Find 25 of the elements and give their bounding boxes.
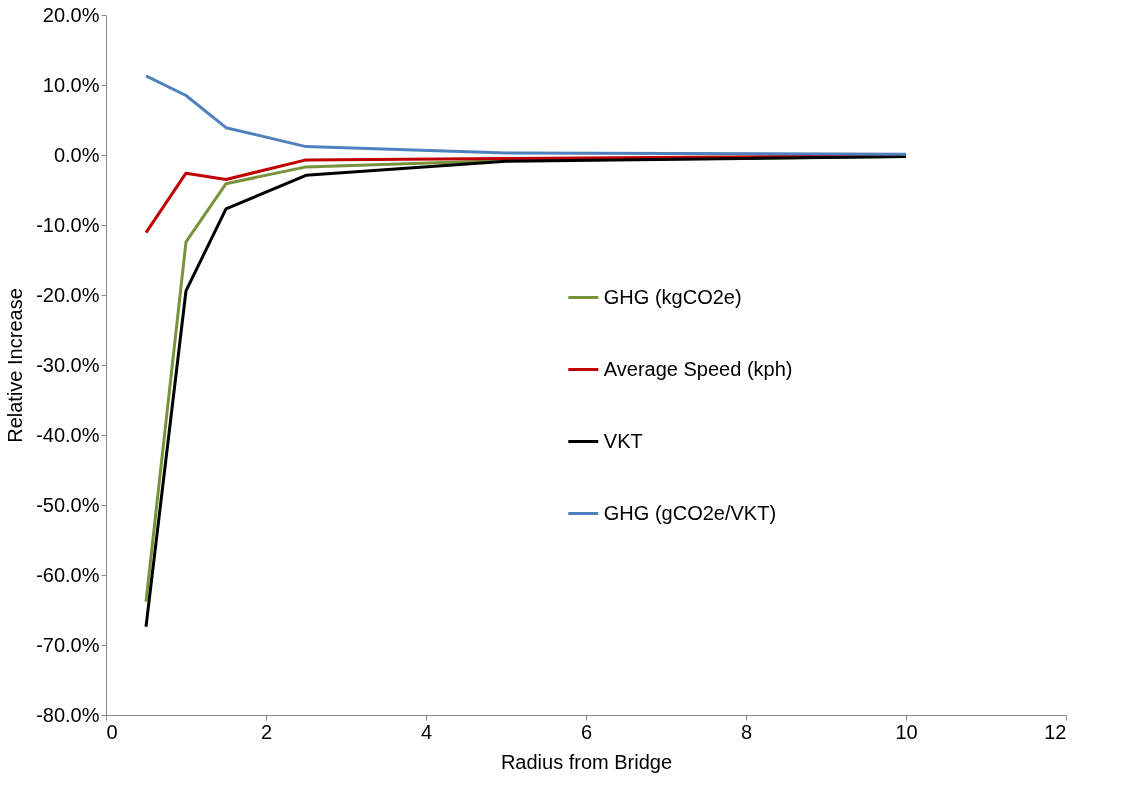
x-tick-label: 2 bbox=[260, 720, 273, 743]
legend-label: Average Speed (kph) bbox=[603, 357, 793, 380]
x-tick-label: 4 bbox=[420, 720, 433, 743]
y-tick-label: 0.0% bbox=[53, 143, 100, 166]
x-tick-label: 0 bbox=[106, 720, 118, 743]
x-axis-title: Radius from Bridge bbox=[500, 750, 673, 773]
x-tick-label: 12 bbox=[1044, 720, 1067, 743]
y-tick-label: -50.0% bbox=[36, 493, 100, 516]
y-tick-label: 20.0% bbox=[42, 3, 100, 26]
legend-label: GHG (gCO2e/VKT) bbox=[603, 501, 777, 524]
line-series bbox=[144, 74, 908, 156]
y-axis-title: Relative Increase bbox=[4, 288, 27, 443]
y-tick-label: -10.0% bbox=[36, 213, 100, 236]
x-tick-label: 6 bbox=[580, 720, 593, 743]
y-tick-label: -80.0% bbox=[36, 703, 100, 726]
legend-label: VKT bbox=[603, 429, 643, 452]
y-tick-label: -60.0% bbox=[36, 563, 100, 586]
y-tick-label: -40.0% bbox=[36, 423, 100, 446]
legend-label: GHG (kgCO2e) bbox=[603, 285, 742, 308]
x-tick-label: 8 bbox=[740, 720, 753, 743]
x-tick-label: 10 bbox=[895, 720, 918, 743]
y-tick-label: 10.0% bbox=[42, 73, 100, 96]
y-tick-label: -30.0% bbox=[36, 353, 100, 376]
y-tick-label: -20.0% bbox=[36, 283, 100, 306]
y-tick-label: -70.0% bbox=[36, 633, 100, 656]
